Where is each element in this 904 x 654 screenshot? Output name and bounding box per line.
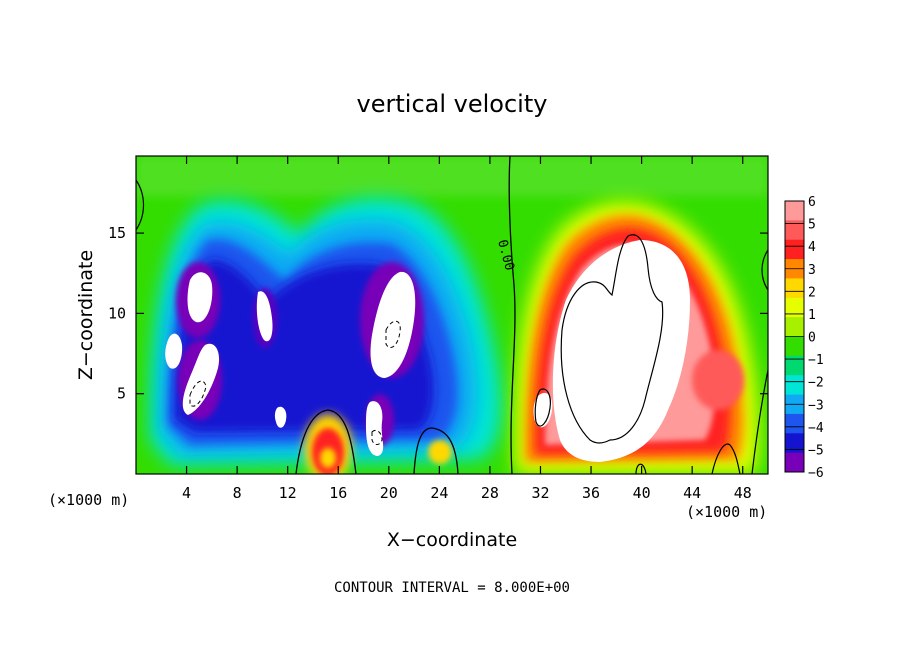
colorbar-label: 0: [808, 331, 816, 346]
colorbar-label: −5: [808, 443, 824, 458]
colorbar-label: −6: [808, 466, 824, 481]
x-tick-label: 8: [233, 484, 242, 502]
colorbar-label: −3: [808, 398, 824, 413]
colorbar-label: 1: [808, 308, 816, 323]
x-tick-label: 32: [531, 484, 549, 502]
downdraft-region: [150, 197, 502, 466]
white-core-7: [274, 406, 287, 428]
y-axis-label: Z−coordinate: [75, 250, 97, 380]
colorbar-label: 4: [808, 240, 816, 255]
colorbar-swatch: [785, 220, 804, 241]
white-core-4: [256, 291, 273, 342]
dashed-contour-3: [371, 429, 383, 445]
colorbar-swatch: [785, 317, 804, 337]
x-tick-label: 44: [683, 484, 701, 502]
x-units-right: (×1000 m): [686, 503, 767, 521]
white-core-6: [366, 401, 384, 456]
chart-title: vertical velocity: [357, 90, 548, 118]
contour-interval-note: CONTOUR INTERVAL = 8.000E+00: [334, 580, 570, 596]
white-core-5: [370, 271, 416, 378]
colorbar-label: −4: [808, 421, 824, 436]
x-tick-label: 28: [481, 484, 499, 502]
x-tick-label: 40: [633, 484, 651, 502]
colorbar-swatch: [785, 297, 804, 318]
heatmap-field: 0.00: [136, 156, 768, 474]
x-tick-label: 16: [329, 484, 347, 502]
white-core-3: [182, 343, 220, 415]
colorbar-swatch: [785, 375, 804, 396]
colorbar: 6 5 4 3 2 1 0 −1 −2 −3 −4 −5 −6: [784, 195, 824, 481]
y-tick-label: 10: [108, 304, 126, 322]
x-tick-label: 20: [380, 484, 398, 502]
updraft-region: [514, 201, 759, 474]
colorbar-label: 5: [808, 218, 816, 233]
white-core-2: [165, 333, 183, 369]
colorbar-swatch: [785, 452, 804, 473]
y-axis: 5 10 15: [108, 224, 768, 403]
colorbar-label: −1: [808, 353, 824, 368]
colorbar-swatch: [785, 239, 804, 260]
white-core-1: [187, 272, 213, 323]
colorbar-swatch: [785, 355, 804, 376]
colorbar-swatch: [785, 201, 804, 221]
x-units-left: (×1000 m): [48, 491, 129, 509]
x-tick-label: 36: [582, 484, 600, 502]
surface-updrafts: [295, 409, 459, 474]
x-tick-label: 24: [430, 484, 448, 502]
x-tick-label: 48: [734, 484, 752, 502]
dashed-contour-2: [385, 320, 401, 348]
plot-frame: [135, 155, 769, 475]
x-axis-label: X−coordinate: [387, 529, 517, 551]
colorbar-label: −2: [808, 376, 824, 391]
colorbar-swatch: [785, 278, 804, 299]
colorbar-label: 2: [808, 285, 816, 300]
contour-updraft-core: [560, 234, 664, 444]
x-tick-label: 12: [279, 484, 297, 502]
x-axis: 4 8 12 16 20 24 28 32 36 40 44 48: [182, 156, 752, 502]
y-tick-label: 5: [117, 385, 126, 403]
zero-contour: [508, 156, 516, 474]
colorbar-label: 6: [808, 195, 816, 210]
x-tick-label: 4: [182, 484, 191, 502]
colorbar-label: 3: [808, 263, 816, 278]
y-tick-label: 15: [108, 224, 126, 242]
colorbar-swatch: [785, 336, 804, 357]
colorbar-swatch: [785, 433, 804, 454]
colorbar-swatch: [785, 413, 804, 434]
dashed-contour-1: [189, 380, 207, 407]
